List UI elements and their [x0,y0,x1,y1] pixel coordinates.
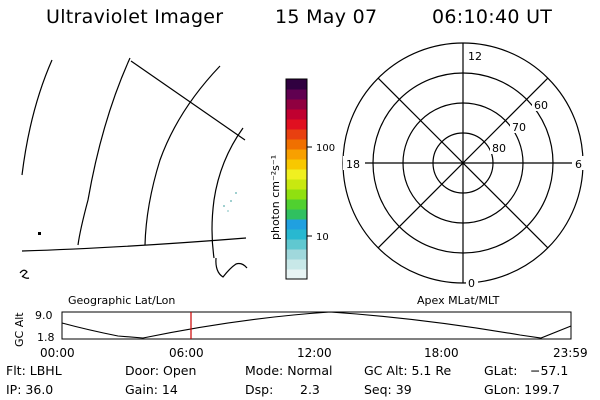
colorbar-frame [285,78,308,280]
colorbar-segment [286,219,307,230]
timeline-tick-1200: 12:00 [297,346,332,360]
time-label: 06:10:40 UT [432,6,553,28]
seq-info: Seq: 39 [364,382,412,397]
gain-info: Gain: 14 [125,382,178,397]
timeline-ymin: 1.8 [37,331,55,344]
geographic-map [19,57,248,279]
mlt-label-18: 18 [346,158,360,171]
colorbar-segment [286,199,307,210]
timeline-tick-0600: 06:00 [169,346,204,360]
colorbar-segment [286,139,307,150]
colorbar-segment [286,269,307,280]
colorbar-segment [286,249,307,260]
colorbar-segment [286,129,307,140]
colorbar-segment [286,79,307,90]
gcalt-info: GC Alt: 5.1 Re [364,363,452,378]
colorbar-segment [286,179,307,190]
mlt-label-12: 12 [468,50,482,63]
colorbar-tick-10: 10 [316,232,329,243]
map-parallel [21,237,247,252]
mode-info: Mode: Normal [245,363,333,378]
polar-grid [342,42,584,284]
colorbar-segment [286,259,307,270]
glat-value: −57.1 [530,363,569,378]
colorbar-segment [286,209,307,220]
colorbar [286,79,307,280]
lat-label-70: 70 [512,121,526,134]
colorbar-segment [286,239,307,250]
mlt-label-6: 6 [575,158,582,171]
map-meridian-3 [144,65,221,246]
colorbar-segment [286,149,307,160]
map-parallel-diagonal [130,60,246,141]
geographic-label: Geographic Lat/Lon [68,294,175,307]
lat-label-60: 60 [534,99,548,112]
colorbar-segment [286,89,307,100]
polar-diagonal-2 [377,77,549,249]
map-meridian-1 [21,59,53,176]
timeline-tick-0000: 00:00 [40,346,75,360]
map-specks [38,192,237,235]
timeline-frame [61,311,572,340]
timeline-tick-1800: 18:00 [424,346,459,360]
apex-label: Apex MLat/MLT [417,294,500,307]
colorbar-segment [286,109,307,120]
colorbar-segment [286,169,307,180]
timeline-ymax: 9.0 [35,309,53,322]
flt-info: Flt: LBHL [6,363,62,378]
glat-label: GLat: [484,363,518,378]
colorbar-ticks [307,146,312,237]
lat-label-80: 80 [492,142,506,155]
ip-info: IP: 36.0 [6,382,54,397]
coastline-fragment [215,257,248,278]
colorbar-segment [286,99,307,110]
orbit-altitude-curve [61,311,572,339]
colorbar-segment [286,159,307,170]
door-info: Door: Open [125,363,197,378]
colorbar-segment [286,189,307,200]
glon-info: GLon: 199.7 [484,382,560,397]
date-label: 15 May 07 [275,6,378,28]
coastline-fragment-small [19,269,30,279]
instrument-title: Ultraviolet Imager [46,6,224,28]
colorbar-segment [286,229,307,240]
dsp-label: Dsp: [245,382,274,397]
colorbar-segment [286,119,307,130]
colorbar-tick-100: 100 [316,143,335,154]
dsp-value: 2.3 [300,382,320,397]
colorbar-label: photon cm⁻²s⁻¹ [269,155,282,240]
timeline-tick-2359: 23:59 [553,346,588,360]
mlt-label-0: 0 [468,277,475,290]
timeline-ylabel: GC Alt [13,312,26,347]
map-meridian-2 [77,57,131,246]
